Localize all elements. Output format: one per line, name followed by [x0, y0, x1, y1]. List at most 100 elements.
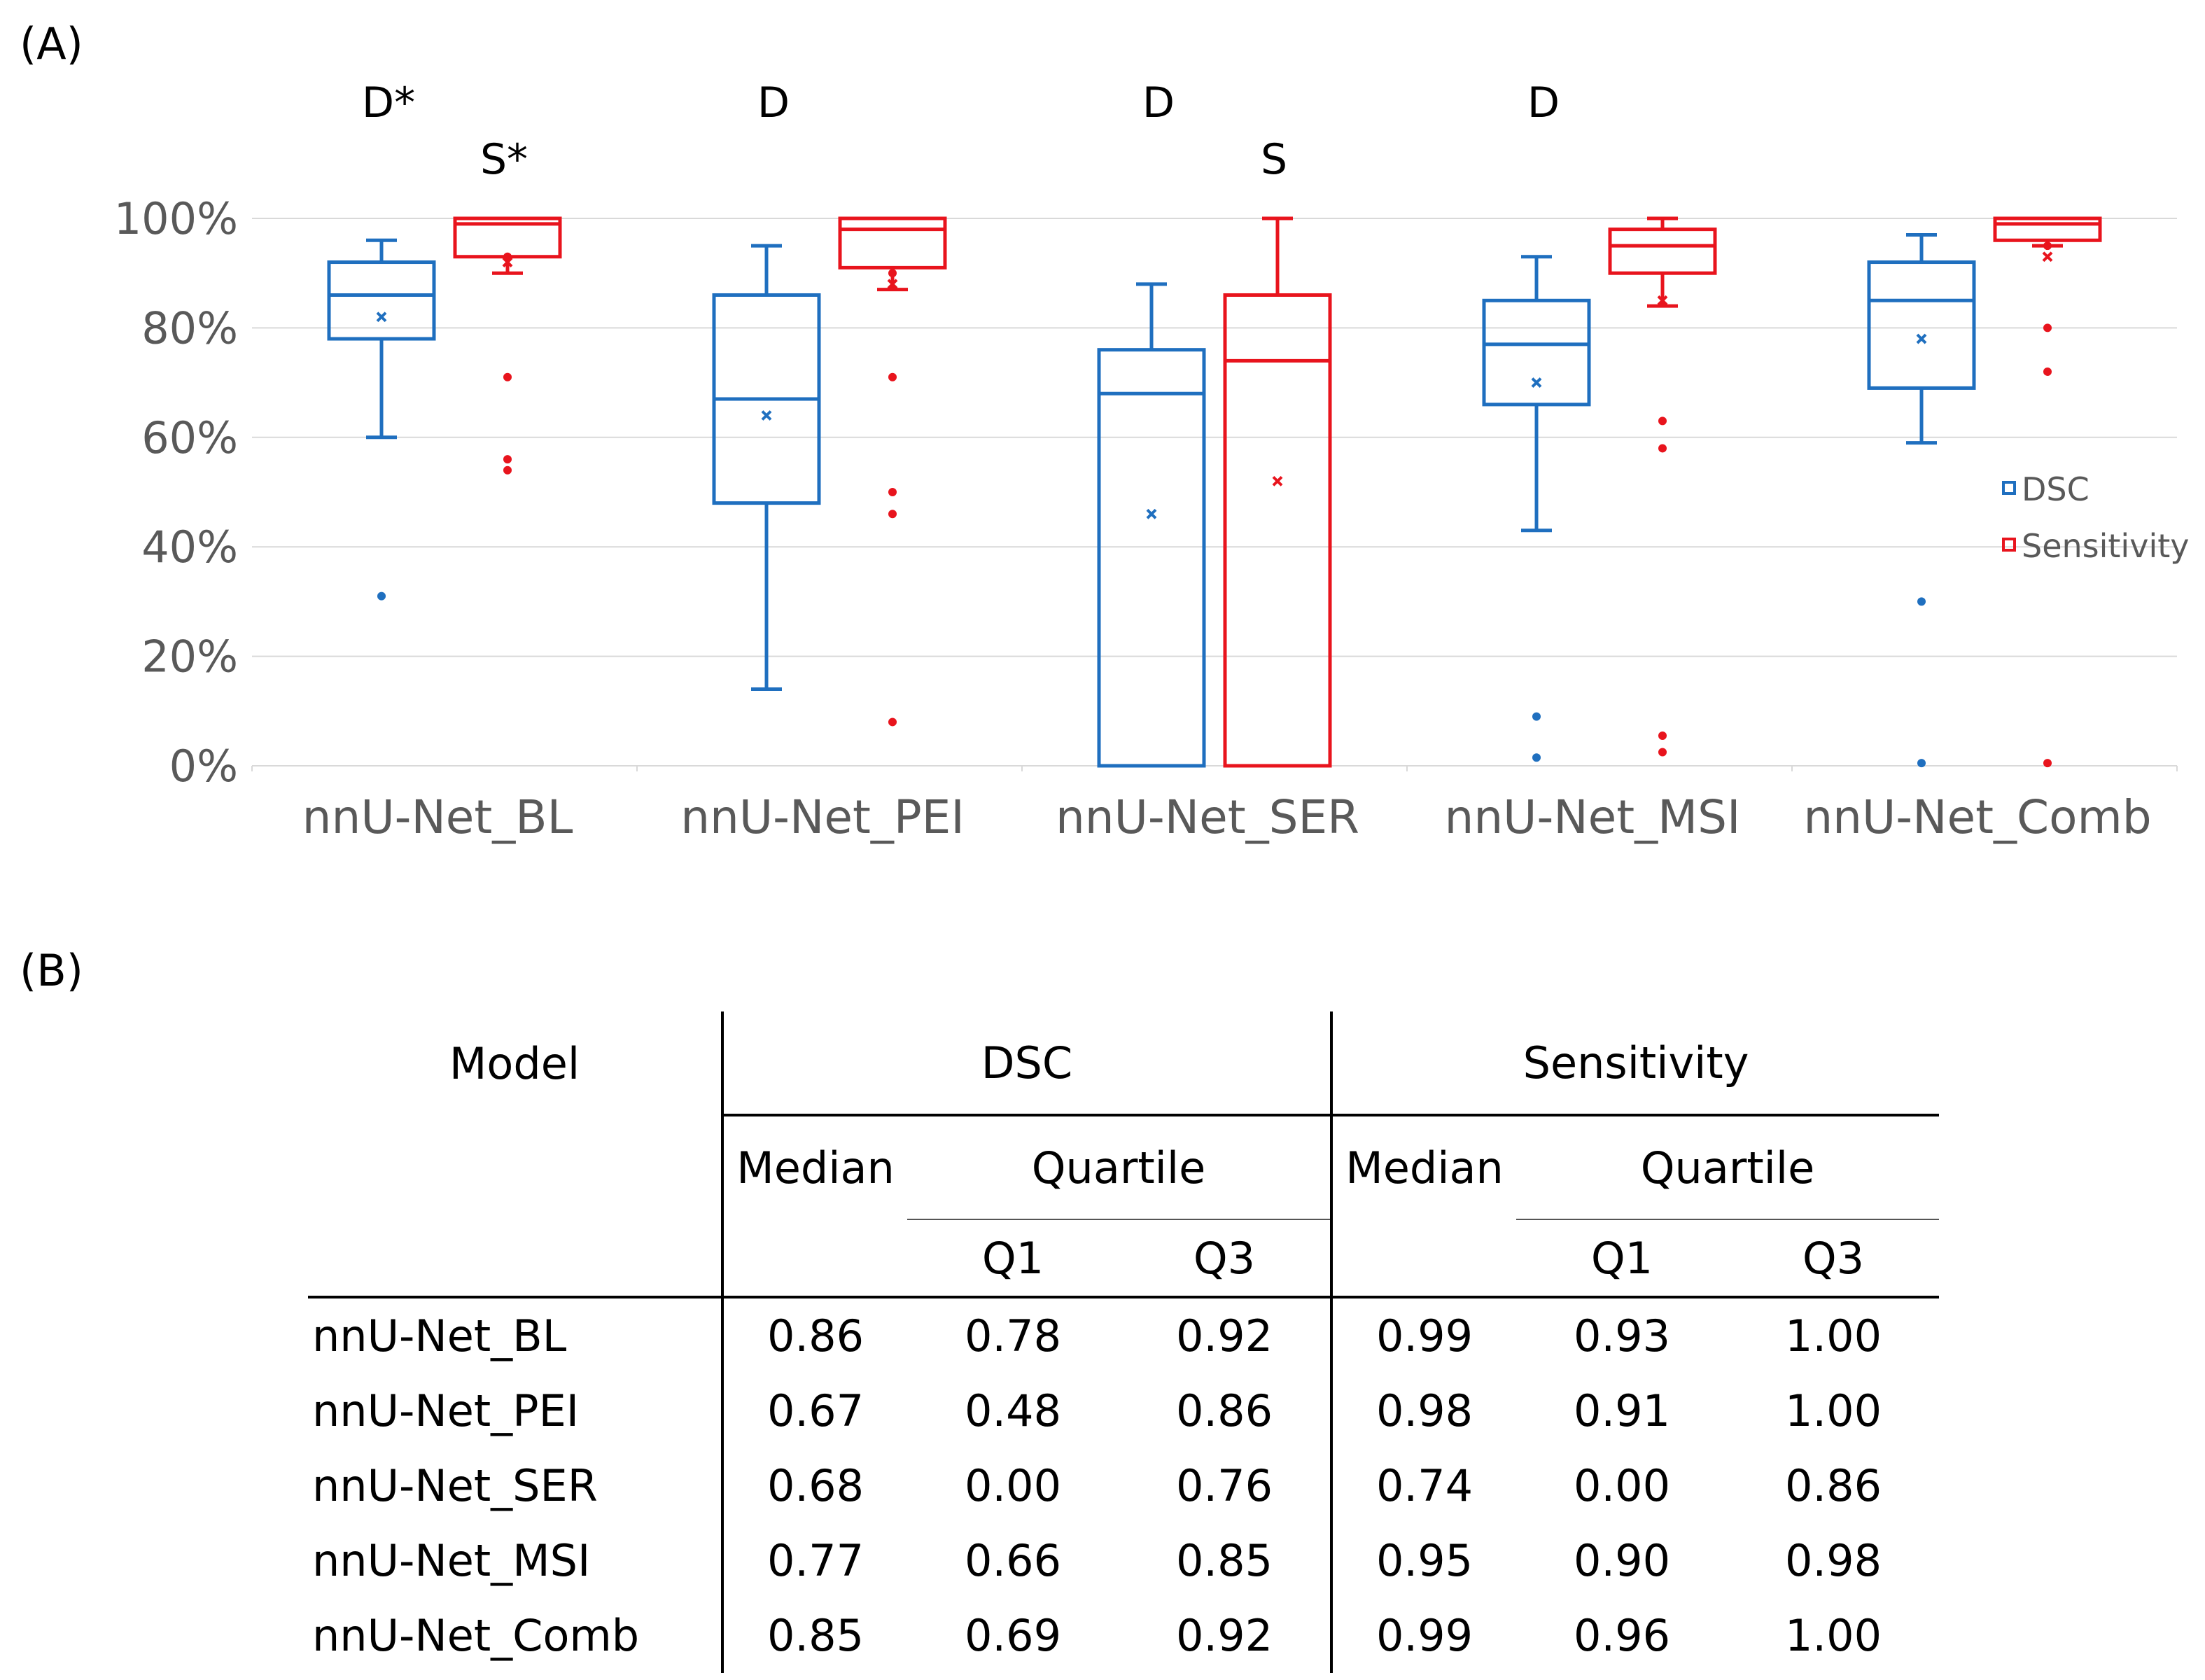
- row-model: nnU-Net_PEI: [312, 1385, 580, 1436]
- significance-sensitivity: S: [1261, 135, 1287, 184]
- y-tick-label: 40%: [141, 522, 238, 573]
- x-category-label: nnU-Net_MSI: [1445, 790, 1741, 844]
- cell-dsc-median: 0.86: [721, 1296, 907, 1373]
- x-category-label: nnU-Net_BL: [302, 790, 573, 844]
- cell-sens-q1: 0.96: [1573, 1610, 1671, 1661]
- table-row: nnU-Net_PEI 0.67 0.48 0.86 0.98 0.91 1.0…: [308, 1373, 1939, 1448]
- outlier-point: [1532, 753, 1541, 762]
- cell-sens-median: 0.74: [1330, 1448, 1516, 1523]
- legend-label-sensitivity: Sensitivity: [2022, 527, 2189, 565]
- outlier-point: [503, 465, 512, 475]
- cell-dsc-median: 0.67: [721, 1373, 907, 1448]
- header-dsc-q1: Q1: [907, 1219, 1119, 1297]
- outlier-point: [2043, 323, 2052, 332]
- cell-dsc-q3: 0.86: [1175, 1385, 1273, 1436]
- y-tick-label: 20%: [141, 631, 238, 682]
- box: [1867, 260, 1976, 390]
- cell-dsc-median: 0.85: [721, 1598, 907, 1673]
- y-tick-label: 0%: [169, 741, 238, 792]
- outlier-point: [2043, 241, 2052, 251]
- header-dsc-quartile: Quartile: [907, 1114, 1331, 1219]
- outlier-point: [503, 252, 512, 261]
- outlier-point: [503, 372, 512, 382]
- outlier-point: [503, 455, 512, 464]
- cell-dsc-q1: 0.66: [964, 1535, 1062, 1586]
- outlier-point: [888, 510, 897, 519]
- outlier-point: [1917, 597, 1926, 606]
- box: [1993, 216, 2102, 242]
- table-row: nnU-Net_BL 0.86 0.78 0.92 0.99 0.93 1.00: [308, 1296, 1939, 1373]
- header-dsc-median: Median: [721, 1114, 907, 1219]
- box: [327, 260, 436, 341]
- cell-sens-median: 0.95: [1330, 1523, 1516, 1598]
- x-category-label: nnU-Net_PEI: [680, 790, 965, 844]
- significance-dsc: D: [1527, 78, 1560, 127]
- cell-dsc-median: 0.68: [721, 1448, 907, 1523]
- outlier-point: [1658, 416, 1667, 426]
- significance-sensitivity: S*: [480, 135, 528, 184]
- outlier-point: [1532, 712, 1541, 721]
- legend-label-dsc: DSC: [2022, 470, 2090, 508]
- outlier-point: [2043, 367, 2052, 376]
- header-sens-quartile: Quartile: [1516, 1114, 1939, 1219]
- mean-marker: [1657, 295, 1668, 306]
- legend-swatch-sensitivity: [2002, 538, 2016, 552]
- cell-sens-q1: 0.91: [1573, 1385, 1671, 1436]
- cell-sens-q3: 0.98: [1784, 1535, 1882, 1586]
- cell-sens-q3: 1.00: [1784, 1385, 1882, 1436]
- panel-label-b: (B): [20, 945, 83, 996]
- cell-sens-q1: 0.93: [1516, 1296, 1728, 1373]
- panel-label-a: (A): [20, 18, 83, 69]
- significance-dsc: D*: [362, 78, 415, 127]
- table-row: nnU-Net_SER 0.68 0.00 0.76 0.74 0.00 0.8…: [308, 1448, 1939, 1523]
- cell-sens-median: 0.99: [1330, 1598, 1516, 1673]
- row-model: nnU-Net_Comb: [312, 1610, 640, 1661]
- outlier-point: [888, 488, 897, 496]
- cell-sens-q1: 0.00: [1573, 1460, 1671, 1511]
- box-plot-chart: 0% 20% 40% 60% 80% 100% nnU-Net_BL nnU-Net_PEI n…: [114, 78, 2190, 844]
- cell-dsc-median: 0.77: [721, 1523, 907, 1598]
- significance-dsc: D: [1142, 78, 1175, 127]
- results-table: Model DSC Sensitivity Median Quartile Me…: [308, 1011, 1939, 1673]
- mean-marker: [1531, 377, 1542, 388]
- cell-sens-median: 0.98: [1330, 1373, 1516, 1448]
- cell-sens-q1: 0.90: [1573, 1535, 1671, 1586]
- mean-marker: [1272, 475, 1283, 486]
- outlier-point: [377, 592, 386, 601]
- row-model: nnU-Net_SER: [312, 1460, 598, 1511]
- outlier-point: [888, 718, 897, 727]
- mean-marker: [1146, 508, 1157, 519]
- outlier-point: [888, 269, 897, 278]
- box: [1223, 293, 1332, 768]
- cell-dsc-q3: 0.92: [1175, 1610, 1273, 1661]
- header-dsc-q3: Q3: [1119, 1219, 1331, 1297]
- y-tick-label: 60%: [141, 412, 238, 463]
- box: [1608, 227, 1717, 275]
- mean-marker: [887, 279, 898, 290]
- y-tick-label: 100%: [114, 193, 238, 244]
- cell-dsc-q1: 0.69: [964, 1610, 1062, 1661]
- cell-dsc-q3: 0.85: [1175, 1535, 1273, 1586]
- box: [1097, 348, 1206, 768]
- results-table-wrapper: Model DSC Sensitivity Median Quartile Me…: [308, 1011, 1939, 1673]
- x-category-label: nnU-Net_SER: [1056, 790, 1359, 844]
- outlier-point: [1658, 444, 1667, 453]
- outlier-point: [1917, 759, 1926, 768]
- cell-dsc-q3: 0.76: [1175, 1460, 1273, 1511]
- x-category-label: nnU-Net_Comb: [1803, 790, 2151, 844]
- cell-dsc-q3: 0.92: [1119, 1296, 1331, 1373]
- outlier-point: [1658, 748, 1667, 757]
- table-row: nnU-Net_MSI 0.77 0.66 0.85 0.95 0.90 0.9…: [308, 1523, 1939, 1598]
- mean-marker: [376, 312, 387, 323]
- cell-sens-median: 0.99: [1330, 1296, 1516, 1373]
- header-dsc: DSC: [721, 1011, 1331, 1115]
- legend-swatch-dsc: [2002, 481, 2016, 495]
- header-model: Model: [449, 1037, 580, 1089]
- cell-dsc-q1: 0.00: [964, 1460, 1062, 1511]
- table-row: nnU-Net_Comb 0.85 0.69 0.92 0.99 0.96 1.…: [308, 1598, 1939, 1673]
- mean-marker: [1916, 333, 1927, 344]
- outlier-point: [2043, 759, 2052, 768]
- cell-sens-q3: 1.00: [1728, 1296, 1939, 1373]
- outlier-point: [888, 372, 897, 382]
- header-sens-q3: Q3: [1728, 1219, 1939, 1297]
